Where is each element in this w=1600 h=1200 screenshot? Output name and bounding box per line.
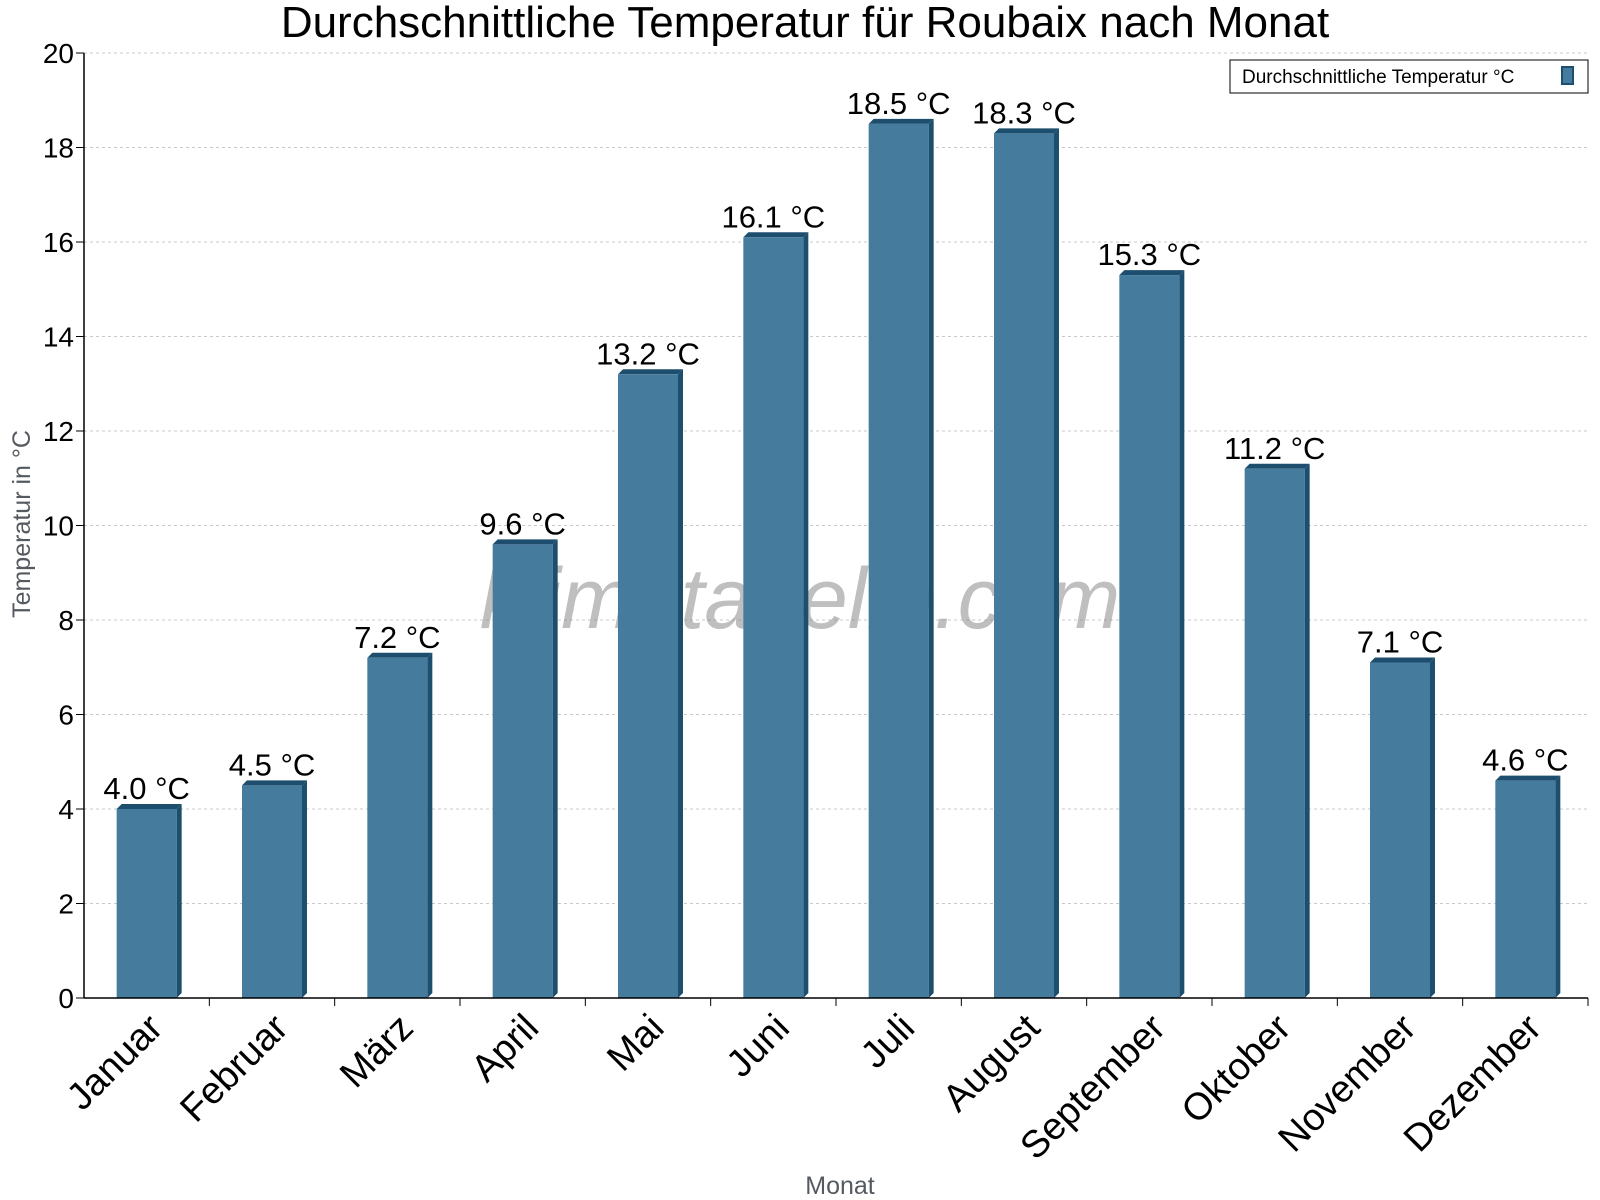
bar-top: [868, 118, 934, 124]
x-tick-label: Februar: [173, 1006, 297, 1130]
bar: [743, 237, 804, 998]
bar-group: 9.6 °C: [479, 506, 566, 998]
y-tick-label: 8: [58, 605, 74, 636]
bar-top: [1244, 463, 1310, 469]
y-axis-ticks: 0 2 4 6 8 10 12 14 16 18 20: [43, 38, 84, 1014]
data-label: 13.2 °C: [596, 336, 700, 371]
data-label: 16.1 °C: [721, 199, 825, 234]
data-label: 15.3 °C: [1097, 237, 1201, 272]
bar-side: [1555, 775, 1561, 998]
bar: [1119, 275, 1180, 998]
y-tick-label: 18: [43, 133, 74, 164]
y-tick-label: 10: [43, 511, 74, 542]
bar-top: [492, 539, 558, 545]
x-tick-label: Oktober: [1174, 1006, 1300, 1132]
y-tick-label: 20: [43, 38, 74, 69]
x-tick-label: Januar: [59, 1006, 171, 1118]
bar-side: [803, 232, 809, 998]
bar-group: 4.5 °C: [229, 747, 316, 998]
bar-top: [994, 128, 1059, 134]
data-label: 11.2 °C: [1224, 431, 1325, 466]
data-label: 4.6 °C: [1482, 743, 1569, 778]
x-tick-label: März: [332, 1007, 421, 1096]
y-tick-label: 0: [58, 983, 74, 1014]
bar-top: [618, 369, 683, 375]
data-label: 18.5 °C: [847, 86, 951, 121]
bar-group: 15.3 °C: [1097, 237, 1201, 998]
bar-side: [1304, 463, 1310, 998]
bar: [1244, 468, 1305, 998]
y-tick-label: 14: [43, 322, 74, 353]
bar: [994, 133, 1054, 998]
x-tick-label: Juli: [853, 1007, 923, 1077]
bar: [116, 809, 177, 998]
x-tick-label: Juni: [719, 1007, 798, 1086]
bar: [618, 374, 678, 998]
data-label: 4.5 °C: [229, 747, 316, 782]
bar: [367, 657, 428, 998]
bar-top: [1495, 775, 1561, 781]
bar-side: [1430, 657, 1435, 998]
x-tick-label: April: [464, 1007, 547, 1090]
data-label: 7.2 °C: [354, 620, 441, 655]
x-tick-label: Dezember: [1396, 1006, 1550, 1160]
y-tick-label: 12: [43, 416, 74, 447]
y-tick-label: 6: [58, 700, 74, 731]
bar-group: 11.2 °C: [1224, 431, 1325, 998]
bar: [1495, 780, 1556, 998]
bar-group: 18.5 °C: [847, 86, 951, 998]
bar-group: 13.2 °C: [596, 336, 700, 998]
legend-label: Durchschnittliche Temperatur °C: [1242, 67, 1514, 88]
bar-series: 4.0 °C 4.5 °C 7.2 °C 9.6 °C 13.2 °C 16.1 °C 18…: [103, 86, 1569, 998]
legend: Durchschnittliche Temperatur °C: [1229, 59, 1589, 94]
bar-side: [1054, 128, 1059, 998]
data-label: 18.3 °C: [972, 95, 1076, 130]
bar-side: [302, 780, 307, 998]
x-axis-ticks: Januar Februar März April Mai Juni Juli AugustS…: [59, 998, 1589, 1168]
chart-title: Durchschnittliche Temperatur für Roubaix…: [281, 0, 1329, 47]
y-axis-title: Temperatur in °C: [8, 430, 36, 618]
gridlines: [84, 52, 1588, 904]
bar-top: [1119, 270, 1185, 276]
bar-top: [743, 232, 809, 238]
bar-side: [176, 804, 182, 998]
bar-top: [116, 804, 182, 809]
data-label: 4.0 °C: [103, 771, 190, 806]
legend-swatch: [1561, 66, 1574, 85]
x-tick-label: August: [935, 1006, 1049, 1120]
bar-top: [367, 652, 433, 658]
y-tick-label: 16: [43, 227, 74, 258]
bar-top: [242, 780, 307, 786]
bar-group: 4.0 °C: [103, 771, 190, 998]
bar: [868, 123, 929, 998]
x-axis-title: Monat: [805, 1172, 875, 1200]
bar: [1370, 662, 1430, 998]
bar-group: 4.6 °C: [1482, 743, 1569, 998]
bar-side: [1179, 270, 1185, 998]
bar: [492, 544, 553, 998]
x-tick-label: Mai: [599, 1007, 672, 1080]
y-tick-label: 2: [58, 889, 74, 920]
bar-group: 16.1 °C: [721, 199, 825, 998]
bar-group: 18.3 °C: [972, 95, 1076, 998]
bar-group: 7.1 °C: [1357, 625, 1444, 998]
bar: [242, 785, 302, 998]
bar-side: [427, 652, 433, 998]
legend-box: [1229, 59, 1589, 94]
bar-side: [552, 539, 558, 998]
bar-group: 7.2 °C: [354, 620, 441, 998]
bar-top: [1370, 657, 1435, 663]
y-tick-label: 4: [58, 794, 74, 825]
data-label: 9.6 °C: [479, 506, 566, 541]
bar-side: [928, 118, 934, 998]
bar-side: [678, 369, 683, 998]
data-label: 7.1 °C: [1357, 625, 1444, 660]
